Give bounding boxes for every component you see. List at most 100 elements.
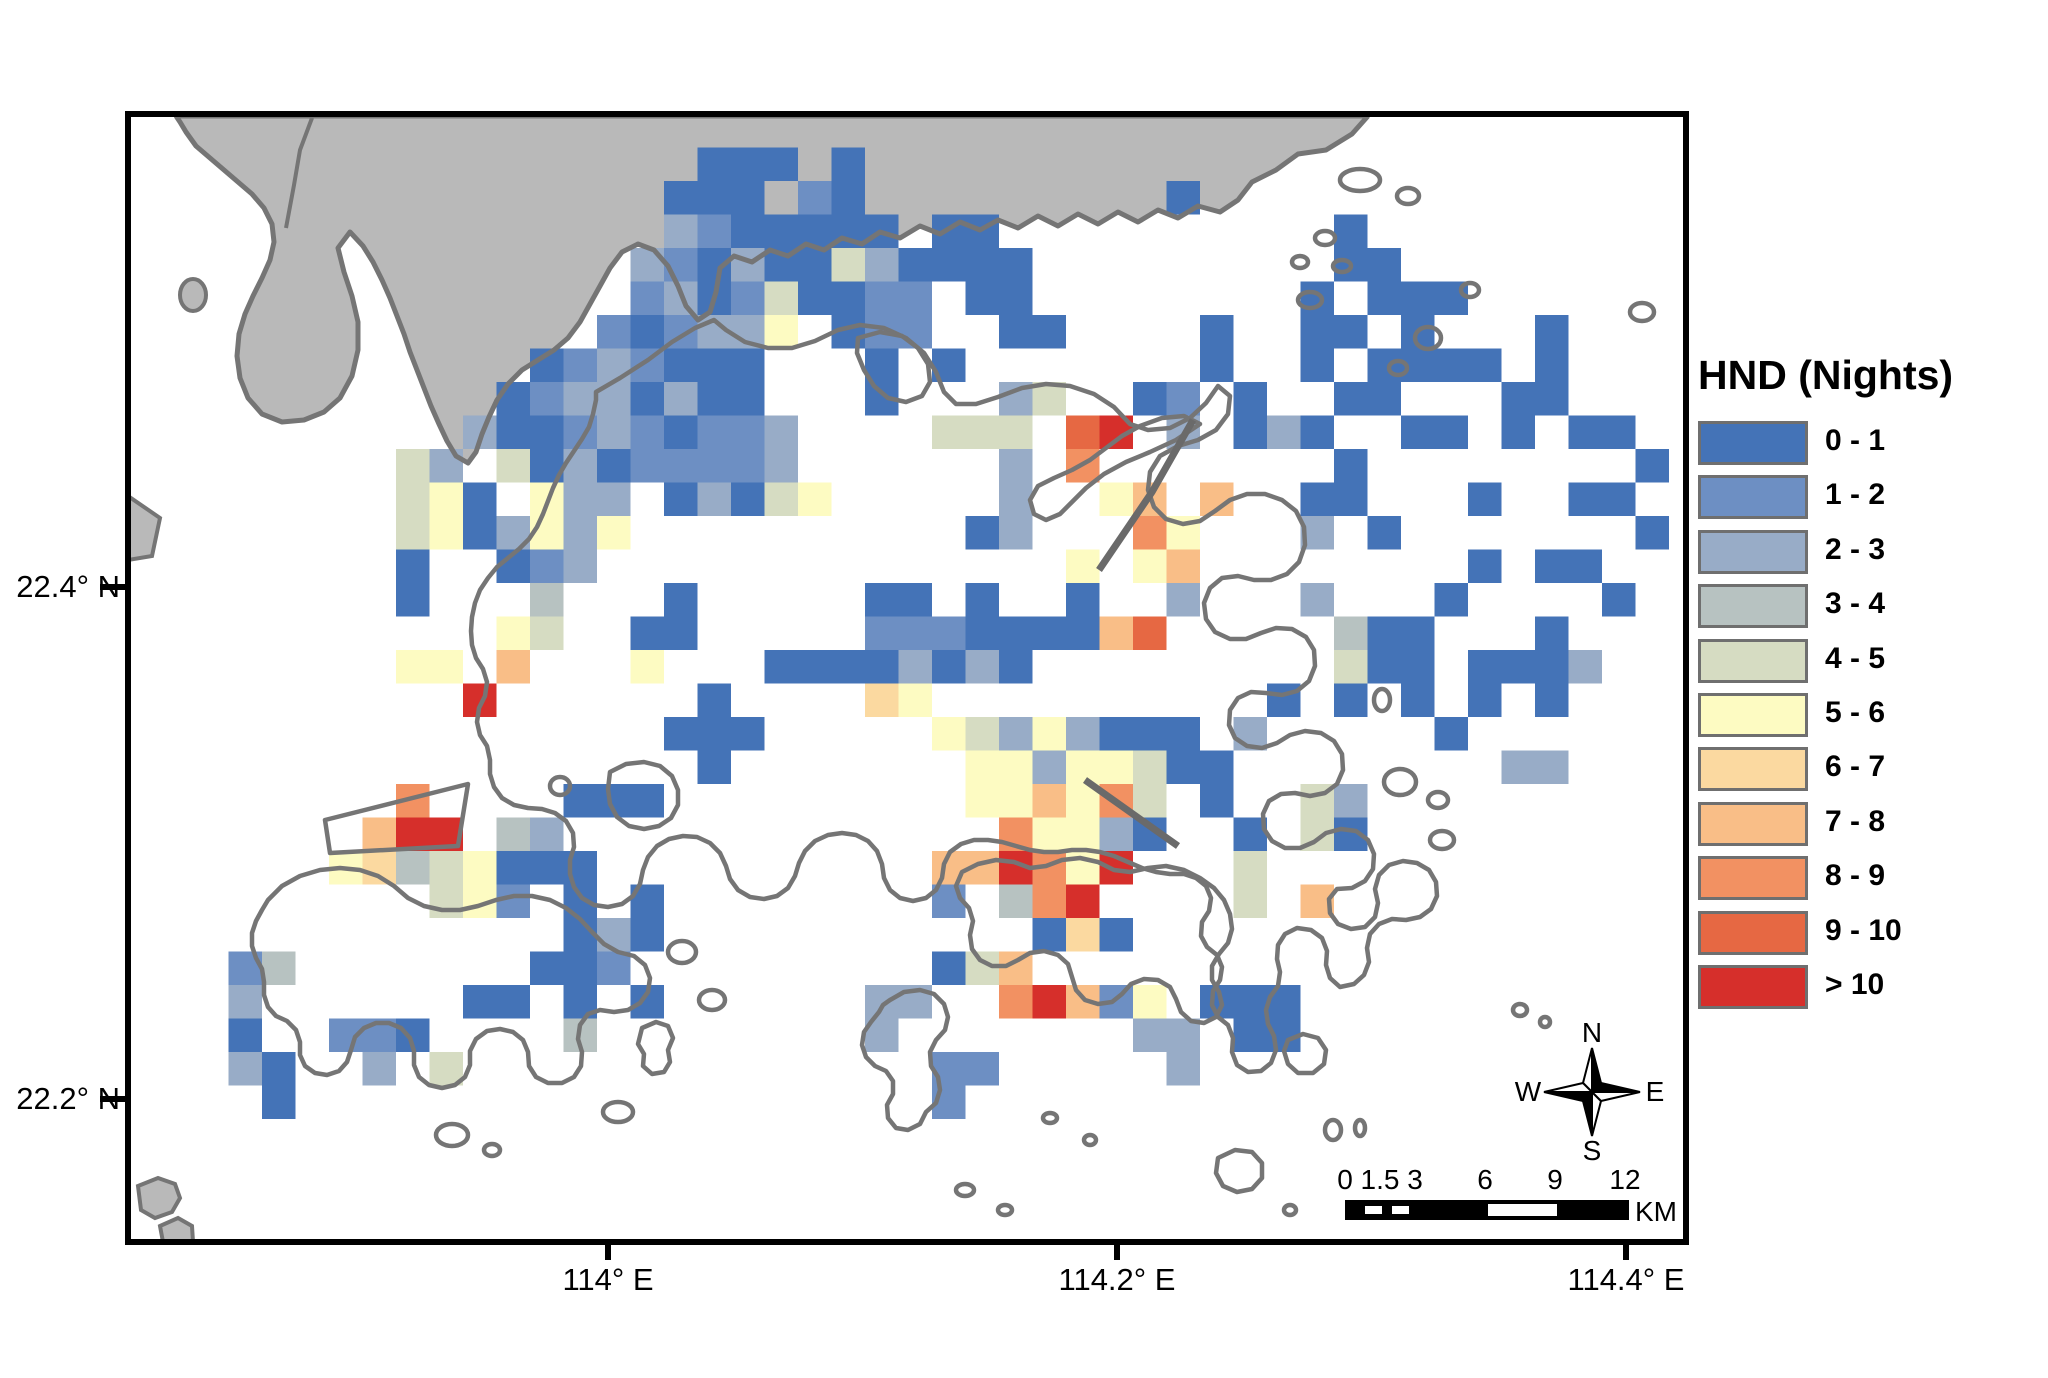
hnd-cell — [429, 482, 463, 516]
hnd-cell — [563, 918, 597, 952]
hnd-cell — [731, 248, 765, 282]
hnd-cell — [362, 851, 396, 885]
hnd-cell — [1334, 616, 1368, 650]
hnd-cell — [731, 214, 765, 248]
legend-label: 3 - 4 — [1825, 587, 1886, 621]
hnd-cell — [965, 1052, 999, 1086]
hnd-cell — [664, 181, 698, 215]
hnd-cell — [898, 616, 932, 650]
hnd-cell — [630, 382, 664, 416]
legend-label: 7 - 8 — [1825, 804, 1886, 838]
tung-lung-outline — [1281, 1031, 1329, 1076]
hnd-cell — [463, 851, 497, 885]
hnd-cell — [630, 918, 664, 952]
hnd-cell — [1066, 616, 1100, 650]
hnd-cell — [1535, 382, 1569, 416]
hnd-cell — [999, 415, 1033, 449]
hnd-cell — [496, 817, 530, 851]
hnd-cell — [597, 516, 631, 550]
hnd-cell — [1367, 382, 1401, 416]
hnd-cell — [1535, 616, 1569, 650]
longitude-label: 114.2° E — [1058, 1262, 1176, 1297]
hnd-cell — [563, 516, 597, 550]
hnd-cell — [1233, 382, 1267, 416]
hnd-cell — [865, 985, 899, 1019]
legend-label: 0 - 1 — [1825, 424, 1886, 457]
hnd-cell — [865, 616, 899, 650]
hnd-cell — [999, 650, 1033, 684]
hnd-cell — [362, 817, 396, 851]
legend-label: 1 - 2 — [1825, 478, 1886, 512]
scale-bar-number: 12 — [1609, 1164, 1641, 1195]
hnd-cell — [1535, 348, 1569, 382]
hnd-cell — [1200, 315, 1234, 349]
jin-island-outline — [1427, 828, 1457, 852]
hongkong-coastlines — [249, 166, 1657, 1218]
hnd-cell — [1300, 482, 1334, 516]
port-island-outline — [1458, 280, 1482, 300]
new-territories-outline — [468, 317, 1440, 1075]
hnd-cell — [664, 214, 698, 248]
hnd-cell — [1535, 650, 1569, 684]
kau-sai-chau-outline — [1381, 766, 1419, 798]
hnd-cell — [496, 650, 530, 684]
hnd-cell — [999, 516, 1033, 550]
hnd-cell — [1099, 750, 1133, 784]
legend-title: HND (Nights) — [1698, 352, 1954, 398]
scale-bar-unit: KM — [1635, 1196, 1677, 1227]
hnd-cell — [496, 415, 530, 449]
hnd-cell — [1133, 985, 1167, 1019]
hnd-cell — [697, 449, 731, 483]
hnd-cell — [563, 382, 597, 416]
hnd-cell — [932, 951, 966, 985]
mainland-landmass — [176, 117, 1368, 463]
hnd-cell — [1468, 650, 1502, 684]
hnd-cell — [1066, 415, 1100, 449]
hnd-cell — [664, 449, 698, 483]
hnd-cell — [1367, 650, 1401, 684]
hnd-cell — [262, 1052, 296, 1086]
hnd-cell — [1066, 717, 1100, 751]
hnd-cell — [1166, 549, 1200, 583]
hnd-cell — [965, 717, 999, 751]
hnd-cell — [999, 717, 1033, 751]
hnd-cell — [1300, 315, 1334, 349]
hnd-cell — [1133, 616, 1167, 650]
hnd-cell — [1535, 683, 1569, 717]
mainland-border-line — [284, 117, 314, 229]
hnd-cell — [429, 516, 463, 550]
hnd-cell — [697, 181, 731, 215]
hnd-cell — [228, 1018, 262, 1052]
hnd-cell — [563, 449, 597, 483]
hnd-cell — [1032, 315, 1066, 349]
hnd-cell — [731, 717, 765, 751]
hnd-cell — [999, 248, 1033, 282]
scale-bar: 0 1.5 3 6 9 12 KM — [1333, 1164, 1677, 1227]
lamma-outline — [859, 987, 951, 1133]
hnd-cell — [396, 817, 430, 851]
hnd-cell — [1535, 549, 1569, 583]
hnd-cell — [932, 650, 966, 684]
hnd-cell — [530, 851, 564, 885]
hnd-cell — [1501, 750, 1535, 784]
hnd-cell — [1133, 1018, 1167, 1052]
hnd-cell — [1535, 750, 1569, 784]
hnd-cell — [1334, 315, 1368, 349]
hnd-cell — [1300, 415, 1334, 449]
hnd-cell — [999, 616, 1033, 650]
hnd-cell — [228, 1052, 262, 1086]
hnd-cell — [798, 214, 832, 248]
hnd-cell — [731, 348, 765, 382]
hnd-cell — [664, 382, 698, 416]
hnd-cell — [496, 985, 530, 1019]
hnd-cell — [731, 482, 765, 516]
hnd-cell — [1401, 616, 1435, 650]
hnd-cell — [597, 315, 631, 349]
scale-bar-number: 6 — [1477, 1164, 1493, 1195]
hnd-cell — [1401, 683, 1435, 717]
hnd-cell — [764, 415, 798, 449]
hnd-cell — [262, 951, 296, 985]
tap-mun-outline — [1412, 324, 1444, 352]
hnd-cell — [630, 315, 664, 349]
hnd-cell — [798, 248, 832, 282]
